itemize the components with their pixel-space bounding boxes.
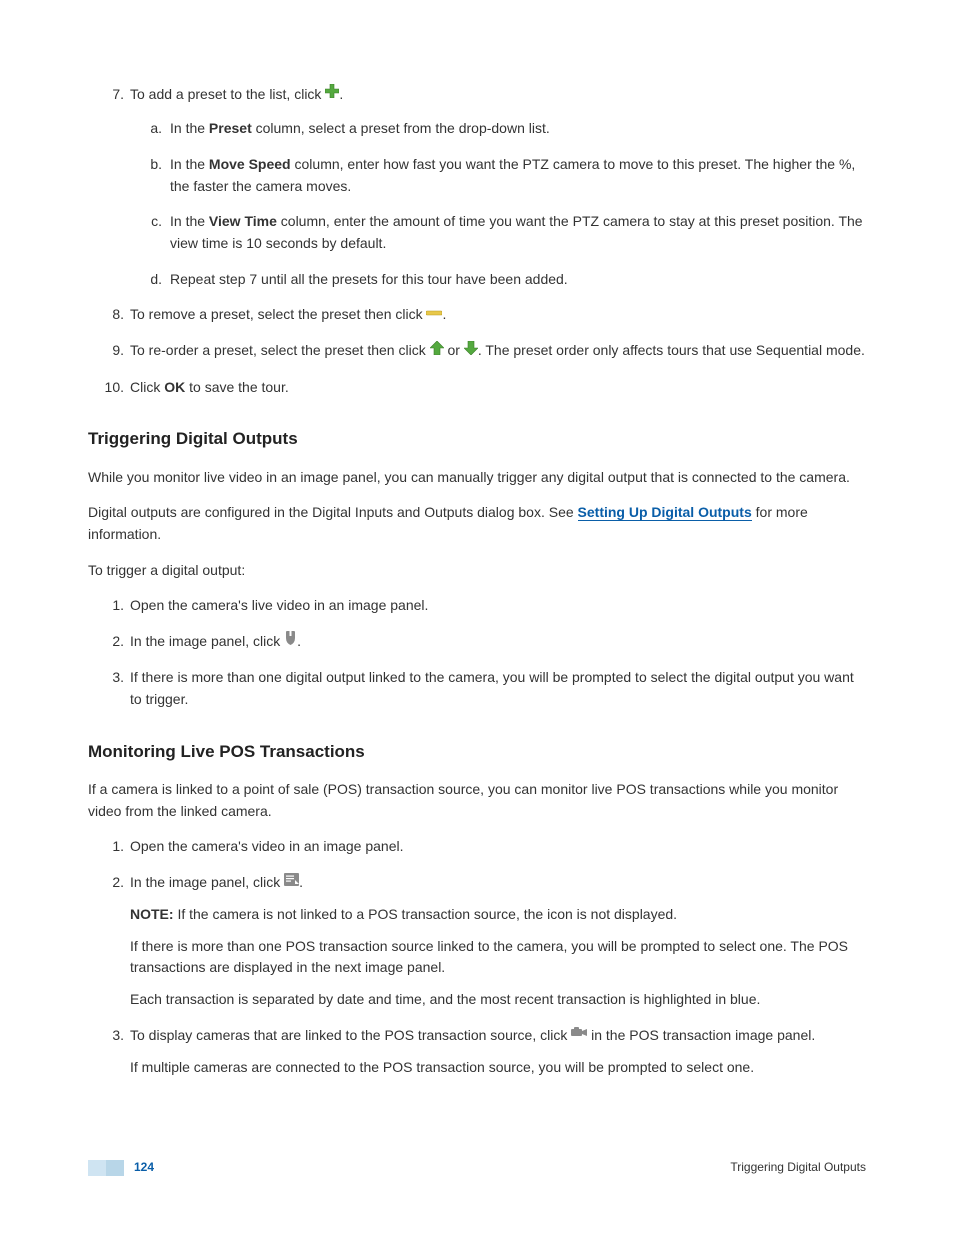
item-marker: 7. (88, 84, 124, 106)
step10-pre: Click (130, 379, 164, 395)
pos-step2-para-b: Each transaction is separated by date an… (130, 989, 866, 1011)
list-item-9: 9. To re-order a preset, select the pres… (88, 340, 866, 362)
link-setting-up-digital-outputs[interactable]: Setting Up Digital Outputs (578, 504, 752, 521)
text-post: column, select a preset from the drop-do… (252, 120, 550, 136)
step9-post: . The preset order only affects tours th… (478, 342, 865, 358)
pos-steps-list: 1. Open the camera's video in an image p… (88, 836, 866, 1078)
bold-view-time: View Time (209, 213, 277, 229)
page-number: 124 (134, 1158, 154, 1177)
trigger-p3: To trigger a digital output: (88, 560, 866, 582)
pos-step2-note: NOTE: If the camera is not linked to a P… (130, 904, 866, 926)
list-item-7b: b. In the Move Speed column, enter how f… (130, 154, 866, 197)
list-item-10: 10. Click OK to save the tour. (88, 377, 866, 399)
bold-move-speed: Move Speed (209, 156, 291, 172)
pos-receipt-icon (284, 871, 299, 893)
text: If there is more than one digital output… (130, 669, 854, 707)
text: Repeat step 7 until all the presets for … (170, 271, 568, 287)
item-marker: 1. (88, 836, 124, 858)
list-item-7c: c. In the View Time column, enter the am… (130, 211, 866, 254)
item-marker: 3. (88, 667, 124, 689)
list-item-7: 7. To add a preset to the list, click . … (88, 84, 866, 290)
pos-step2-para-a: If there is more than one POS transactio… (130, 936, 866, 979)
step7-text-post: . (339, 86, 343, 102)
main-ordered-list: 7. To add a preset to the list, click . … (88, 84, 866, 398)
text-pre: In the (170, 120, 209, 136)
pos-camera-icon (571, 1024, 587, 1046)
text-pre: In the image panel, click (130, 874, 284, 890)
text-pre: In the image panel, click (130, 633, 284, 649)
item-marker: 3. (88, 1025, 124, 1047)
add-preset-plus-icon (325, 83, 339, 105)
text: Open the camera's live video in an image… (130, 597, 428, 613)
item-marker: 9. (88, 340, 124, 362)
text-pre: In the (170, 213, 209, 229)
bold-ok: OK (164, 379, 185, 395)
trigger-steps-list: 1. Open the camera's live video in an im… (88, 595, 866, 710)
document-page: 7. To add a preset to the list, click . … (0, 0, 954, 1235)
pos-step-3: 3. To display cameras that are linked to… (88, 1025, 866, 1079)
pos-step-2: 2. In the image panel, click . NOTE: If … (88, 872, 866, 1011)
heading-monitoring-live-pos: Monitoring Live POS Transactions (88, 739, 866, 765)
item-marker: 2. (88, 872, 124, 894)
item-marker: 10. (88, 377, 124, 399)
item-marker: b. (130, 154, 162, 176)
text: Open the camera's video in an image pane… (130, 838, 404, 854)
step8-post: . (442, 306, 446, 322)
note-label: NOTE: (130, 906, 174, 922)
note-text: If the camera is not linked to a POS tra… (174, 906, 678, 922)
move-down-arrow-icon (464, 340, 478, 362)
pos-p1: If a camera is linked to a point of sale… (88, 779, 866, 822)
text-post: . (299, 874, 303, 890)
digital-output-icon (284, 630, 297, 652)
trigger-step-1: 1. Open the camera's live video in an im… (88, 595, 866, 617)
step7-text-pre: To add a preset to the list, click (130, 86, 325, 102)
text-post: . (297, 633, 301, 649)
heading-triggering-digital-outputs: Triggering Digital Outputs (88, 426, 866, 452)
item-marker: 2. (88, 631, 124, 653)
text-post: in the POS transaction image panel. (587, 1027, 815, 1043)
text-pre: In the (170, 156, 209, 172)
item-marker: 1. (88, 595, 124, 617)
trigger-step-2: 2. In the image panel, click . (88, 631, 866, 653)
item-marker: a. (130, 118, 162, 140)
step9-pre: To re-order a preset, select the preset … (130, 342, 430, 358)
trigger-p1: While you monitor live video in an image… (88, 467, 866, 489)
trigger-step-3: 3. If there is more than one digital out… (88, 667, 866, 710)
step9-mid: or (444, 342, 464, 358)
trigger-p2-pre: Digital outputs are configured in the Di… (88, 504, 578, 520)
list-item-7a: a. In the Preset column, select a preset… (130, 118, 866, 140)
sub-list-7: a. In the Preset column, select a preset… (130, 118, 866, 290)
text-pre: To display cameras that are linked to th… (130, 1027, 571, 1043)
move-up-arrow-icon (430, 340, 444, 362)
bold-preset: Preset (209, 120, 252, 136)
item-marker: d. (130, 269, 162, 291)
list-item-8: 8. To remove a preset, select the preset… (88, 304, 866, 326)
item-marker: 8. (88, 304, 124, 326)
page-footer: 124 Triggering Digital Outputs (88, 1158, 866, 1177)
pos-step3-para-a: If multiple cameras are connected to the… (130, 1057, 866, 1079)
footer-section-title: Triggering Digital Outputs (730, 1158, 866, 1177)
remove-preset-minus-icon (426, 304, 442, 326)
pos-step-1: 1. Open the camera's video in an image p… (88, 836, 866, 858)
item-marker: c. (130, 211, 162, 233)
footer-logo-icon (88, 1160, 124, 1176)
step8-pre: To remove a preset, select the preset th… (130, 306, 426, 322)
trigger-p2: Digital outputs are configured in the Di… (88, 502, 866, 545)
step10-post: to save the tour. (185, 379, 289, 395)
list-item-7d: d. Repeat step 7 until all the presets f… (130, 269, 866, 291)
